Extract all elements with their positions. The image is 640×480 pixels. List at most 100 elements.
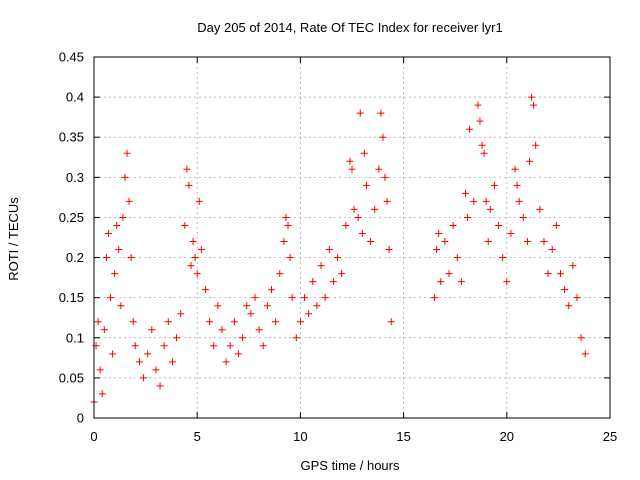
data-point — [129, 318, 137, 326]
data-point — [218, 326, 226, 334]
data-point — [360, 149, 368, 157]
data-point — [292, 334, 300, 342]
y-tick-label: 0.2 — [66, 250, 84, 265]
data-point — [127, 254, 135, 262]
data-point — [239, 334, 247, 342]
data-point — [476, 117, 484, 125]
x-tick-label: 15 — [396, 429, 410, 444]
data-point — [329, 278, 337, 286]
data-point — [210, 342, 218, 350]
data-point — [486, 205, 494, 213]
data-point — [362, 181, 370, 189]
data-point — [437, 278, 445, 286]
data-point — [464, 213, 472, 221]
data-point — [121, 173, 129, 181]
axes: 0 0.05 0.1 0.15 0.2 0.25 0.3 0.35 0.4 0.45 0 5 10 15 2… — [59, 50, 618, 445]
data-point — [296, 318, 304, 326]
data-point — [350, 205, 358, 213]
data-point — [528, 93, 536, 101]
data-point — [123, 149, 131, 157]
data-point — [377, 109, 385, 117]
data-point — [484, 238, 492, 246]
data-point — [478, 141, 486, 149]
data-point — [280, 238, 288, 246]
data-point — [187, 262, 195, 270]
data-point — [201, 286, 209, 294]
data-point — [107, 294, 115, 302]
data-point — [354, 213, 362, 221]
data-point — [453, 254, 461, 262]
data-point — [325, 246, 333, 254]
data-point — [247, 310, 255, 318]
data-point — [526, 157, 534, 165]
data-point — [457, 278, 465, 286]
x-tick-label: 5 — [194, 429, 201, 444]
data-point — [94, 318, 102, 326]
data-point — [111, 270, 119, 278]
data-point — [191, 254, 199, 262]
data-point — [540, 238, 548, 246]
data-point — [195, 197, 203, 205]
data-point — [532, 141, 540, 149]
data-point — [117, 302, 125, 310]
data-point — [577, 334, 585, 342]
data-point — [431, 294, 439, 302]
data-point — [284, 221, 292, 229]
plot-frame — [93, 56, 611, 419]
data-point — [243, 302, 251, 310]
data-point — [113, 221, 121, 229]
data-point — [462, 189, 470, 197]
data-point — [342, 221, 350, 229]
data-point — [356, 109, 364, 117]
y-axis-label: ROTI / TECUs — [6, 197, 21, 281]
data-point — [348, 165, 356, 173]
data-point — [309, 278, 317, 286]
data-point — [490, 181, 498, 189]
data-point — [100, 326, 108, 334]
data-point — [371, 205, 379, 213]
data-point — [556, 270, 564, 278]
data-point — [499, 254, 507, 262]
data-point — [102, 254, 110, 262]
y-tick-label: 0.25 — [59, 210, 84, 225]
data-point — [581, 350, 589, 358]
data-point — [466, 125, 474, 133]
data-point — [282, 213, 290, 221]
data-point — [511, 165, 519, 173]
data-point — [148, 326, 156, 334]
data-point — [338, 270, 346, 278]
data-point — [144, 350, 152, 358]
data-point — [156, 382, 164, 390]
data-point — [381, 173, 389, 181]
data-point — [317, 262, 325, 270]
y-tick-label: 0.05 — [59, 370, 84, 385]
data-point — [177, 310, 185, 318]
data-point — [189, 238, 197, 246]
data-point — [164, 318, 172, 326]
data-point — [119, 213, 127, 221]
x-tick-label: 20 — [500, 429, 514, 444]
data-point — [305, 310, 313, 318]
data-point — [435, 229, 443, 237]
y-tick-label: 0.45 — [59, 50, 84, 65]
data-point — [321, 294, 329, 302]
data-point — [383, 197, 391, 205]
data-point — [131, 342, 139, 350]
data-point — [135, 358, 143, 366]
data-point — [96, 366, 104, 374]
data-point — [206, 318, 214, 326]
data-point — [569, 262, 577, 270]
data-point — [433, 246, 441, 254]
data-point — [334, 254, 342, 262]
x-tick-label: 0 — [90, 429, 97, 444]
grid — [94, 57, 610, 418]
data-point — [263, 302, 271, 310]
data-point — [445, 270, 453, 278]
data-point — [561, 286, 569, 294]
y-tick-label: 0.35 — [59, 130, 84, 145]
data-point — [276, 270, 284, 278]
data-point — [230, 318, 238, 326]
data-point — [387, 318, 395, 326]
data-point — [519, 213, 527, 221]
data-point — [385, 246, 393, 254]
